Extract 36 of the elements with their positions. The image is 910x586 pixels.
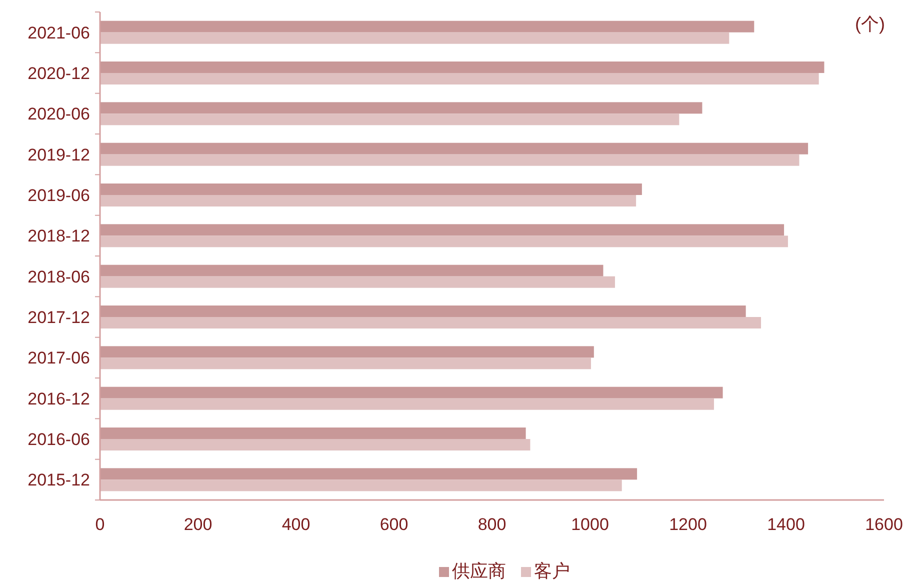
- bar: [100, 358, 591, 370]
- bar: [100, 73, 819, 84]
- y-tick-label: 2017-12: [28, 308, 90, 327]
- x-tick-label: 1600: [865, 515, 903, 534]
- bar: [100, 317, 762, 328]
- bar: [100, 114, 680, 126]
- bar: [100, 276, 615, 288]
- y-tick-label: 2016-12: [28, 389, 90, 408]
- bar: [100, 236, 788, 248]
- y-tick-label: 2020-06: [28, 104, 90, 124]
- legend-label: 供应商: [452, 561, 506, 581]
- x-tick-label: 1200: [669, 515, 707, 534]
- x-tick-label: 1000: [571, 515, 609, 534]
- y-tick-label: 2015-12: [28, 470, 90, 490]
- x-tick-label: 0: [95, 515, 105, 534]
- x-tick-label: 600: [380, 515, 408, 534]
- bar: [100, 398, 714, 410]
- x-tick-label: 400: [282, 515, 310, 534]
- y-tick-label: 2019-06: [28, 186, 90, 205]
- y-tick-label: 2019-12: [28, 145, 90, 164]
- legend-label: 客户: [534, 561, 570, 581]
- bar: [100, 480, 622, 492]
- bar: [100, 32, 730, 44]
- y-tick-label: 2018-06: [28, 267, 90, 286]
- annotation: (个): [855, 14, 885, 34]
- bar: [100, 195, 636, 206]
- y-tick-label: 2016-06: [28, 430, 90, 449]
- y-tick-label: 2017-06: [28, 348, 90, 368]
- bar: [100, 439, 530, 450]
- bar: [100, 154, 800, 166]
- x-tick-label: 200: [184, 515, 212, 534]
- y-tick-label: 2020-12: [28, 64, 90, 83]
- x-tick-label: 1400: [767, 515, 805, 534]
- y-tick-label: 2021-06: [28, 23, 90, 42]
- x-tick-label: 800: [478, 515, 506, 534]
- y-tick-label: 2018-12: [28, 226, 90, 246]
